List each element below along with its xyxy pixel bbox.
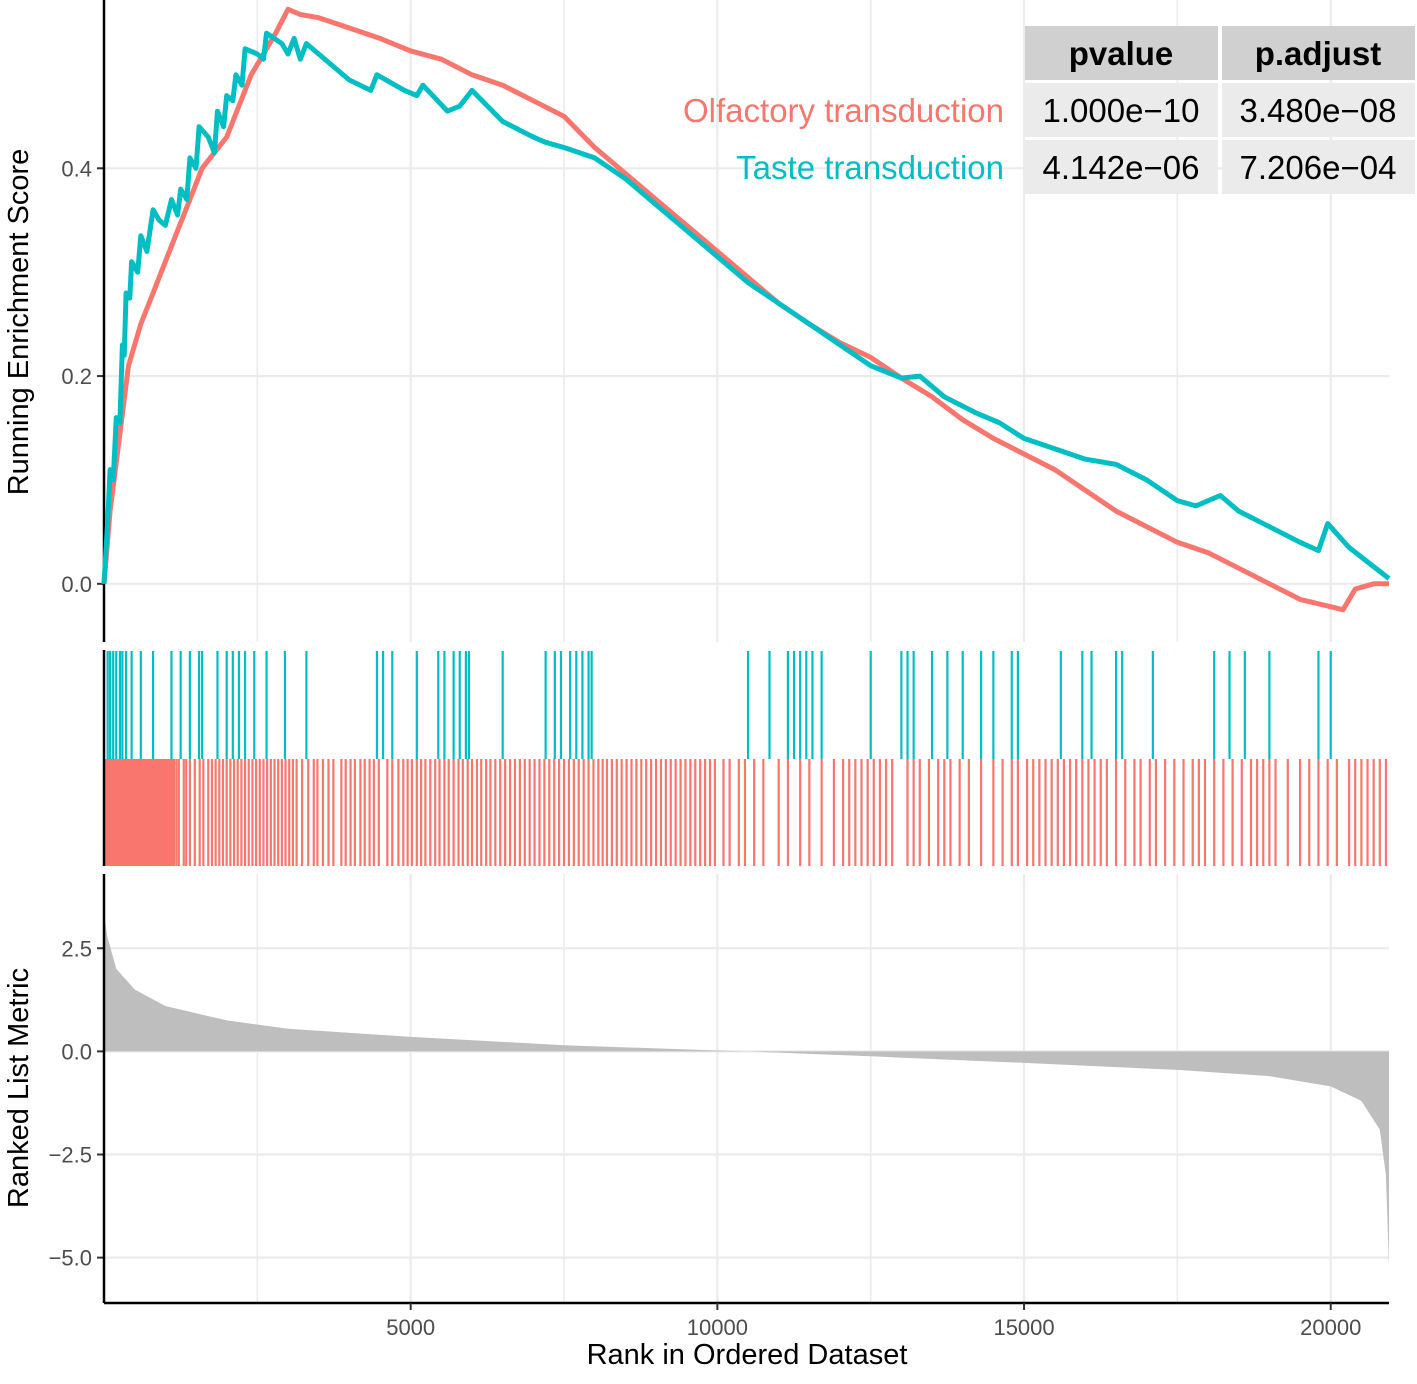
legend-olfactory: Olfactory transduction [683,92,1004,129]
taste-pvalue: 4.142e−06 [1043,149,1200,186]
y-tick-label-enrichment: 0.0 [61,572,92,597]
table-cell-olf-padjust [1222,83,1415,137]
x-tick-label: 5000 [386,1315,435,1340]
table-header-pvalue: pvalue [1069,35,1174,72]
hits-panel [102,650,1388,866]
taste-padjust: 7.206e−04 [1240,149,1397,186]
x-axis-title: Rank in Ordered Dataset [587,1339,908,1371]
stats-table: pvalue p.adjust Olfactory transduction 1… [683,26,1415,194]
y-tick-label-ranked: −2.5 [49,1143,92,1168]
y-axis-title-enrichment: Running Enrichment Score [3,149,35,496]
table-cell-taste-padjust [1222,140,1415,194]
x-tick-label: 15000 [993,1315,1054,1340]
table-header-pvalue-cell [1025,26,1218,80]
table-cell-taste-pvalue [1025,140,1218,194]
olfactory-padjust: 3.480e−08 [1240,92,1397,129]
ranked-metric-area [104,911,1389,1266]
x-tick-label: 20000 [1300,1315,1361,1340]
legend-taste: Taste transduction [736,149,1004,186]
y-tick-label-ranked: 0.0 [61,1039,92,1064]
enrichment-panel: 0.0 0.2 0.4 [61,0,1391,642]
taste-es-line [101,30,1391,584]
y-tick-label-enrichment: 0.2 [61,364,92,389]
table-header-padjust-cell [1222,26,1415,80]
y-tick-label-ranked: 2.5 [61,936,92,961]
table-header-padjust: p.adjust [1255,35,1382,72]
ranked-metric-panel: 2.5 0.0 −2.5 −5.0 5000 10000 15000 20000 [49,874,1389,1340]
x-tick-label: 10000 [687,1315,748,1340]
y-tick-label-enrichment: 0.4 [61,156,92,181]
y-tick-label-ranked: −5.0 [49,1246,92,1271]
table-cell-olf-pvalue [1025,83,1218,137]
olfactory-pvalue: 1.000e−10 [1043,92,1200,129]
olfactory-es-line [101,6,1389,613]
y-axis-title-ranked: Ranked List Metric [3,968,35,1208]
